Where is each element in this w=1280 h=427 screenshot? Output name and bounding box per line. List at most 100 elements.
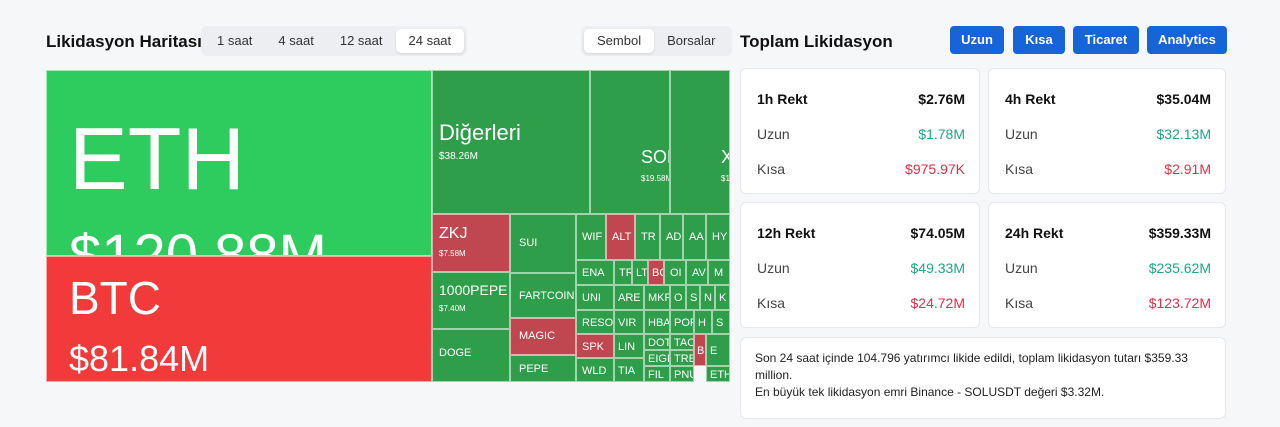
tile-symbol: E xyxy=(710,345,718,357)
treemap-tile[interactable]: LIN xyxy=(614,334,644,358)
treemap-tile[interactable]: O xyxy=(670,285,686,310)
tile-symbol: B xyxy=(697,345,705,357)
trade-button[interactable]: Ticaret xyxy=(1073,26,1139,54)
long-value: $1.78M xyxy=(918,126,965,142)
tile-symbol: FARTCOIN xyxy=(519,290,575,302)
tile-symbol: TAO xyxy=(674,337,694,349)
treemap-tile[interactable]: ETH xyxy=(706,366,730,382)
treemap-tile[interactable]: BTC $81.84M xyxy=(46,256,432,382)
treemap-tile[interactable]: WLD xyxy=(576,358,614,382)
tile-symbol: FIL xyxy=(648,369,664,381)
analytics-button[interactable]: Analytics xyxy=(1147,26,1227,54)
tile-symbol: SOL xyxy=(641,147,669,167)
treemap-tile[interactable]: DOT xyxy=(644,334,670,350)
short-label: Kısa xyxy=(757,161,786,177)
treemap-tile[interactable]: TAO xyxy=(670,334,694,350)
treemap-tile[interactable]: PEPE xyxy=(510,355,576,382)
tile-value: $7.40M xyxy=(439,304,466,314)
treemap-tile[interactable]: S xyxy=(686,285,700,310)
treemap-tile[interactable]: N xyxy=(700,285,715,310)
tab-4h[interactable]: 4 saat xyxy=(278,33,314,48)
tab-exchanges[interactable]: Borsalar xyxy=(667,33,716,48)
rekt-card-12h: 12h Rekt $74.05M Uzun $49.33M Kısa $24.72M xyxy=(740,202,980,328)
rekt-total: $35.04M xyxy=(1156,91,1211,107)
tile-symbol: PNU xyxy=(674,369,693,381)
treemap-tile[interactable]: AD xyxy=(660,214,683,260)
treemap-tile[interactable]: M xyxy=(708,260,730,285)
tile-symbol: M xyxy=(714,267,724,279)
tile-value: $38.26M xyxy=(439,151,478,163)
treemap-tile[interactable]: ZKJ $7.58M xyxy=(432,214,510,272)
treemap-tile[interactable]: Diğerleri $38.26M xyxy=(432,70,590,214)
rekt-title: 12h Rekt xyxy=(757,225,816,241)
tab-12h[interactable]: 12 saat xyxy=(339,33,383,48)
tile-value: $7.58M xyxy=(439,248,466,258)
treemap-tile[interactable]: AA xyxy=(683,214,706,260)
treemap-tile[interactable]: DOGE xyxy=(432,329,510,382)
tile-symbol: XRP xyxy=(721,147,729,168)
short-button[interactable]: Kısa xyxy=(1013,26,1065,54)
treemap-tile[interactable]: OI xyxy=(664,260,686,285)
view-tabs: Sembol Borsalar xyxy=(581,26,732,56)
tab-symbol[interactable]: Sembol xyxy=(584,29,655,53)
long-button[interactable]: Uzun xyxy=(950,26,1004,54)
treemap-tile[interactable]: E xyxy=(706,334,730,366)
treemap-tile[interactable]: TR xyxy=(635,214,660,260)
treemap-tile[interactable]: ALT xyxy=(606,214,635,260)
tile-symbol: BTC xyxy=(69,272,161,324)
treemap-tile[interactable]: BC xyxy=(648,260,664,285)
tile-symbol: EIGE xyxy=(648,353,669,365)
tile-symbol: TIA xyxy=(618,365,636,377)
rekt-title: 1h Rekt xyxy=(757,91,808,107)
treemap-tile[interactable]: TR xyxy=(614,260,632,285)
treemap-tile[interactable]: 1000PEPE $7.40M xyxy=(432,272,510,329)
treemap-tile[interactable]: SOL $19.58M xyxy=(590,70,670,214)
treemap-tile[interactable]: ETH $120.88M xyxy=(46,70,432,256)
treemap-tile[interactable]: XRP $14.56M xyxy=(670,70,730,214)
treemap-tile[interactable]: SUI xyxy=(510,214,576,273)
treemap-tile[interactable]: PNU xyxy=(670,366,694,382)
tile-symbol: O xyxy=(674,292,683,304)
treemap-tile[interactable]: MKR xyxy=(644,285,670,310)
treemap-tile[interactable]: AV xyxy=(686,260,708,285)
treemap-tile[interactable]: H xyxy=(694,310,712,334)
short-value: $24.72M xyxy=(910,295,965,311)
tab-1h[interactable]: 1 saat xyxy=(217,33,253,48)
tile-symbol: WIF xyxy=(582,231,603,243)
treemap-tile[interactable]: VIR xyxy=(614,310,644,334)
treemap-tile[interactable]: EIGE xyxy=(644,350,670,366)
treemap-tile[interactable]: POP xyxy=(670,310,694,334)
treemap-tile[interactable]: SPK xyxy=(576,334,614,358)
treemap-tile[interactable]: WIF xyxy=(576,214,606,260)
treemap-tile[interactable]: B xyxy=(694,334,706,366)
tile-symbol: AV xyxy=(692,267,706,279)
treemap-tile[interactable]: HY xyxy=(706,214,730,260)
short-value: $2.91M xyxy=(1164,161,1211,177)
tile-symbol: ETH xyxy=(69,109,245,208)
rekt-total: $359.33M xyxy=(1148,225,1211,241)
long-label: Uzun xyxy=(1005,126,1038,142)
treemap-tile[interactable]: FARTCOIN xyxy=(510,273,576,318)
treemap-tile[interactable]: TRE xyxy=(670,350,694,366)
treemap-tile[interactable]: UNI xyxy=(576,285,614,310)
treemap-tile[interactable]: FIL xyxy=(644,366,670,382)
tile-symbol: MAGIC xyxy=(519,330,556,342)
tile-symbol: AD xyxy=(666,231,682,243)
treemap-tile[interactable]: TIA xyxy=(614,358,644,382)
treemap-tile[interactable]: S xyxy=(712,310,730,334)
tile-symbol: ETH xyxy=(710,369,730,381)
tile-value: $81.84M xyxy=(69,337,210,379)
rekt-title: 4h Rekt xyxy=(1005,91,1056,107)
rekt-card-4h: 4h Rekt $35.04M Uzun $32.13M Kısa $2.91M xyxy=(988,68,1226,194)
treemap-tile[interactable]: RESOL xyxy=(576,310,614,334)
tile-symbol: ENA xyxy=(582,267,605,279)
treemap-tile[interactable]: K xyxy=(715,285,730,310)
short-label: Kısa xyxy=(757,295,786,311)
treemap-tile[interactable]: HBA xyxy=(644,310,670,334)
tab-24h[interactable]: 24 saat xyxy=(395,29,465,53)
treemap-tile[interactable]: ARE xyxy=(614,285,644,310)
treemap-tile[interactable]: ENA xyxy=(576,260,614,285)
treemap-tile[interactable]: MAGIC xyxy=(510,318,576,355)
treemap-tile[interactable]: LT xyxy=(632,260,648,285)
tile-symbol: 1000PEPE xyxy=(439,282,508,298)
